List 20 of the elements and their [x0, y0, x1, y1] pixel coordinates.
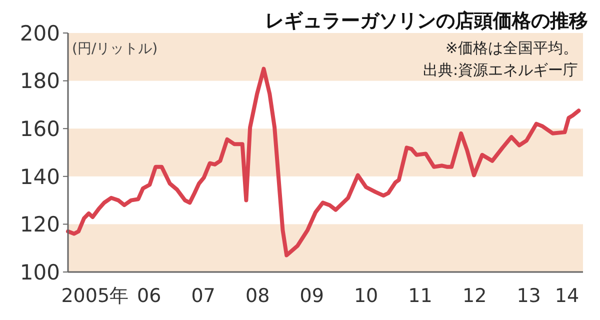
- x-tick-label: 09: [300, 285, 324, 307]
- x-tick-label: 13: [516, 285, 541, 307]
- y-tick-label: 160: [20, 116, 60, 141]
- x-tick-label: 08: [246, 285, 270, 307]
- chart-title: レギュラーガソリンの店頭価格の推移: [265, 10, 588, 32]
- y-tick-label: 140: [20, 164, 60, 189]
- x-tick-label: 12: [462, 285, 487, 307]
- y-tick-label: 200: [20, 21, 60, 46]
- x-tick-label: 11: [408, 285, 432, 307]
- x-tick-label: 07: [191, 285, 216, 307]
- y-tick-label: 180: [20, 69, 60, 94]
- x-tick-label: 14: [554, 285, 580, 307]
- annotation: 出典:資源エネルギー庁: [422, 61, 578, 79]
- x-tick-label: 10: [354, 285, 378, 307]
- x-tick-label: 2005年: [61, 285, 129, 307]
- y-tick-label: 120: [20, 212, 60, 237]
- y-axis-title: (円/リットル): [72, 41, 158, 57]
- y-tick-label: 100: [20, 260, 60, 284]
- x-tick-label: 06: [136, 285, 162, 307]
- annotation: ※価格は全国平均。: [445, 39, 578, 57]
